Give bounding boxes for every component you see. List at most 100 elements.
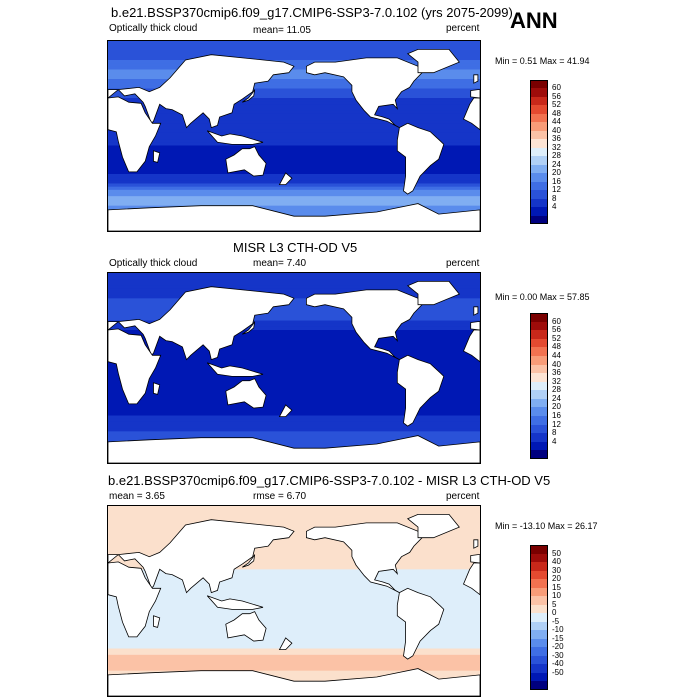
ocean-band (108, 588, 480, 593)
ocean-band (108, 72, 480, 77)
ocean-band (108, 158, 480, 162)
colorbar-swatch (530, 373, 548, 383)
ocean-band (108, 94, 480, 99)
colorbar-swatch (530, 545, 548, 555)
ocean-band (108, 330, 480, 334)
ocean-band (108, 199, 480, 204)
panel1-mean-label: mean= 11.05 (253, 25, 311, 36)
ocean-band (108, 374, 480, 379)
ocean-band (108, 515, 480, 520)
colorbar-tick-label: 28 (552, 385, 561, 395)
colorbar-frame (530, 313, 548, 459)
panel3-rmse-label: rmse = 6.70 (253, 491, 307, 502)
colorbar-swatch (530, 338, 548, 348)
ocean-band (108, 667, 480, 672)
colorbar-tick-label: 5 (552, 599, 557, 609)
ocean-band (108, 139, 480, 143)
ocean-band (108, 276, 480, 280)
colorbar-swatch (530, 416, 548, 426)
ocean-band (108, 295, 480, 299)
landmass-uk (473, 306, 479, 316)
colorbar-swatch (530, 181, 548, 191)
ocean-band (108, 525, 480, 529)
ocean-band (108, 82, 480, 86)
ocean-band (108, 402, 480, 407)
colorbar-tick-label: 32 (552, 376, 561, 386)
ocean-band (108, 572, 480, 577)
ocean-band (108, 345, 480, 350)
colorbar-tick-label: 56 (552, 325, 561, 335)
colorbar-swatch (530, 441, 548, 451)
panel1-minmax: Min = 0.51 Max = 41.94 (495, 56, 590, 66)
panel1-title: b.e21.BSSP370cmip6.f09_g17.CMIP6-SSP3-7.… (111, 5, 513, 20)
panel1-colorbar: 60 56 52 48 44 40 36 32 28 24 20 16 12 8 4 (530, 80, 561, 225)
ocean-band (108, 339, 480, 344)
ocean-band (108, 531, 480, 536)
colorbar-swatch (530, 604, 548, 614)
ocean-band (108, 418, 480, 423)
ocean-band (108, 613, 480, 618)
ocean-band (108, 648, 480, 653)
colorbar-swatch (530, 105, 548, 115)
ocean-band (108, 610, 480, 615)
landmass-nz (278, 637, 293, 651)
ocean-band (108, 91, 480, 96)
ocean-band (108, 591, 480, 596)
ocean-band (108, 142, 480, 147)
ocean-band (108, 544, 480, 548)
ocean-band (108, 642, 480, 646)
ocean-band (108, 601, 480, 605)
colorbar-swatch (530, 390, 548, 400)
panel2-minmax: Min = 0.00 Max = 57.85 (495, 292, 590, 302)
colorbar-swatch (530, 381, 548, 391)
ocean-band (108, 110, 480, 115)
landmass-namerica (305, 57, 423, 128)
ocean-band (108, 79, 480, 83)
ocean-band (108, 292, 480, 296)
ocean-band (108, 320, 480, 325)
ocean-band (108, 425, 480, 429)
colorbar-swatch (530, 596, 548, 606)
landmass-nz (278, 172, 293, 186)
colorbar-swatch (530, 553, 548, 563)
ocean-band (108, 155, 480, 159)
colorbar-tick-label: 4 (552, 202, 557, 212)
ocean-band (108, 582, 480, 586)
panel3-units-label: percent (446, 491, 480, 502)
landmass-nz (278, 404, 293, 418)
colorbar-swatch (530, 88, 548, 98)
colorbar-swatch (530, 407, 548, 417)
panel3-map (107, 505, 481, 697)
landmass-greenland (406, 513, 460, 539)
colorbar-tick-label: 10 (552, 591, 561, 601)
colorbar-swatch (530, 80, 548, 89)
ocean-band (108, 559, 480, 564)
colorbar-tick-label: 20 (552, 168, 561, 178)
ocean-band (108, 104, 480, 109)
landmass-iberia-wrap (470, 89, 480, 99)
ocean-band (108, 60, 480, 64)
ocean-band (108, 361, 480, 366)
map-canvas (108, 273, 480, 463)
ocean-band (108, 56, 480, 61)
ocean-band (108, 632, 480, 637)
ocean-band (108, 396, 480, 401)
ocean-band (108, 409, 480, 413)
landmass-namerica (305, 289, 423, 360)
ocean-band (108, 63, 480, 67)
ocean-band (108, 69, 480, 74)
landmass-greenland (406, 280, 460, 306)
ocean-band (108, 578, 480, 583)
ocean-band (108, 148, 480, 153)
ocean-band (108, 298, 480, 303)
colorbar-tick-label: 20 (552, 402, 561, 412)
ocean-band (108, 654, 480, 659)
colorbar-tick-label: 28 (552, 151, 561, 161)
colorbar-swatch (530, 207, 548, 217)
ocean-band (108, 431, 480, 436)
colorbar-swatch (530, 433, 548, 443)
ocean-band (108, 604, 480, 608)
landmass-africa (108, 328, 162, 405)
ocean-band (108, 658, 480, 662)
colorbar-swatch (530, 364, 548, 374)
